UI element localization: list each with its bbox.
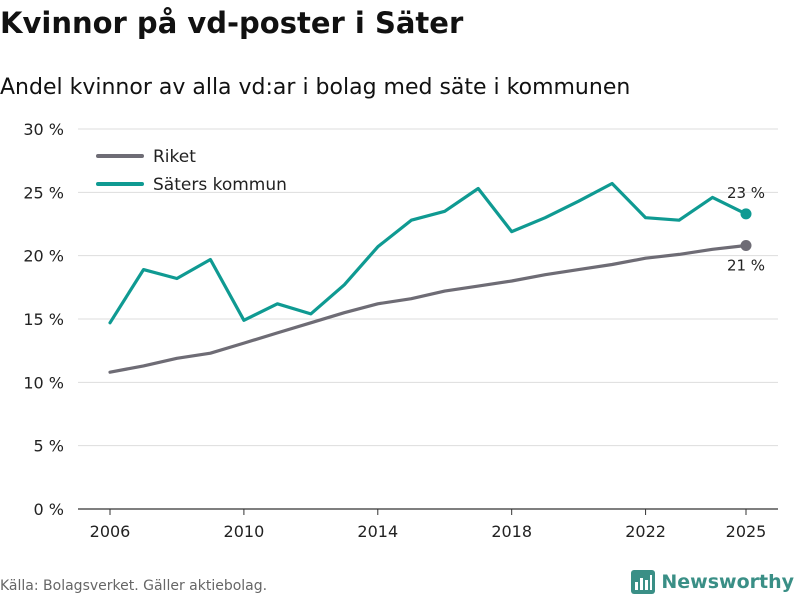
y-tick-label: 30 %: [23, 120, 64, 139]
y-tick-label: 20 %: [23, 247, 64, 266]
series-line: [108, 243, 748, 374]
legend-label: Riket: [153, 147, 196, 167]
y-tick-label: 15 %: [23, 310, 64, 329]
newsworthy-logo-icon: [631, 570, 656, 594]
y-tick-label: 0 %: [34, 500, 64, 519]
legend-label: Säters kommun: [153, 175, 287, 195]
x-tick-label: 2025: [726, 522, 767, 541]
chart-subtitle: Andel kvinnor av alla vd:ar i bolag med …: [0, 75, 631, 100]
x-tick-label: 2018: [491, 522, 532, 541]
series-end-point: [740, 240, 752, 252]
brand-logo: Newsworthy: [631, 570, 794, 594]
series-line: [108, 181, 748, 325]
series-end-point: [740, 208, 752, 220]
x-tick-label: 2022: [625, 522, 666, 541]
source-note: Källa: Bolagsverket. Gäller aktiebolag.: [0, 578, 268, 594]
series-end-label: 21 %: [727, 257, 765, 275]
x-tick-label: 2014: [357, 522, 398, 541]
y-tick-label: 25 %: [23, 183, 64, 202]
series-end-label: 23 %: [727, 184, 765, 202]
y-tick-label: 5 %: [34, 437, 64, 456]
chart-title: Kvinnor på vd-poster i Säter: [0, 6, 464, 40]
x-tick-label: 2010: [224, 522, 265, 541]
y-tick-label: 10 %: [23, 373, 64, 392]
x-tick-label: 2006: [90, 522, 131, 541]
brand-name: Newsworthy: [661, 571, 794, 593]
